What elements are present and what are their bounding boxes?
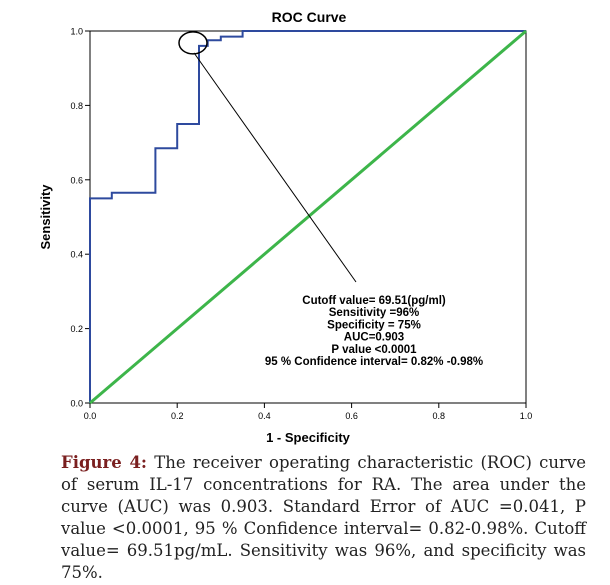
reference-diagonal-line: [89, 29, 527, 405]
x-tick-label: 0.2: [171, 411, 184, 421]
y-tick-label: 0.0: [70, 399, 83, 409]
annotation-line: 95 % Confidence interval= 0.82% -0.98%: [265, 356, 483, 368]
y-tick-label: 1.0: [70, 27, 83, 37]
x-axis-label: 1 - Specificity: [266, 430, 351, 445]
annotation-line: P value <0.0001: [331, 344, 417, 356]
x-tick-label: 1.0: [520, 411, 533, 421]
figure-caption: Figure 4: The receiver operating charact…: [61, 452, 586, 584]
x-tick-label: 0.6: [345, 411, 358, 421]
y-axis-label: Sensitivity: [38, 184, 53, 250]
annotation-line: Cutoff value= 69.51(pg/ml): [302, 295, 446, 307]
y-tick-label: 0.2: [70, 324, 83, 334]
annotation-line: Sensitivity =96%: [329, 307, 419, 319]
y-tick-label: 0.4: [70, 250, 83, 260]
series-layer: [89, 29, 527, 405]
chart-title: ROC Curve: [272, 9, 347, 25]
x-tick-label: 0.4: [258, 411, 271, 421]
annotation-block: Cutoff value= 69.51(pg/ml)Sensitivity =9…: [265, 295, 483, 368]
x-tick-label: 0.8: [433, 411, 446, 421]
y-tick-label: 0.8: [70, 101, 83, 111]
y-axis-ticks: 0.0 0.2 0.4 0.6 0.8 1.0: [70, 27, 90, 409]
figure-caption-text: The receiver operating characteristic (R…: [61, 453, 586, 582]
roc-curve-line: [89, 30, 526, 403]
annotation-line: AUC=0.903: [344, 332, 404, 344]
x-tick-label: 0.0: [84, 411, 97, 421]
x-axis-ticks: 0.0 0.2 0.4 0.6 0.8 1.0: [84, 403, 533, 421]
figure-caption-label: Figure 4:: [61, 453, 148, 472]
roc-chart: ROC Curve 0.00.20.40.60.81.0 0.0 0.2 0.4 0.…: [38, 9, 533, 445]
annotation-leader-line: [193, 52, 357, 283]
annotation-line: Specificity = 75%: [327, 319, 421, 331]
cutoff-point-marker: [178, 31, 208, 55]
y-tick-label: 0.6: [70, 175, 83, 185]
